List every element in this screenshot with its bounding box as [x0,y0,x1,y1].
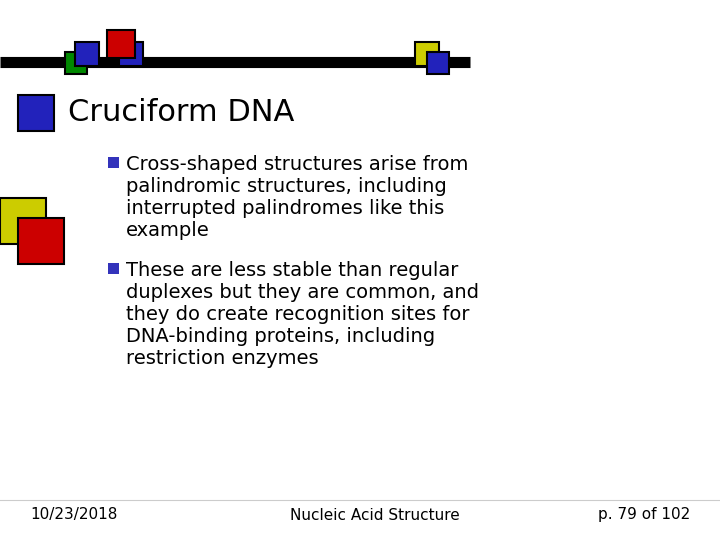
Bar [108,157,119,168]
Bar [0,198,46,244]
Bar [108,263,119,274]
Text: interrupted palindromes like this: interrupted palindromes like this [126,199,444,218]
Bar [427,52,449,74]
Bar [65,52,87,74]
Text: restriction enzymes: restriction enzymes [126,349,319,368]
Text: DNA-binding proteins, including: DNA-binding proteins, including [126,327,435,346]
Text: 10/23/2018: 10/23/2018 [30,508,117,523]
Bar [18,218,64,264]
Bar [18,95,54,131]
Text: These are less stable than regular: These are less stable than regular [126,261,459,280]
Text: example: example [126,221,210,240]
Text: duplexes but they are common, and: duplexes but they are common, and [126,283,479,302]
Bar [415,42,439,66]
Bar [119,42,143,66]
Text: palindromic structures, including: palindromic structures, including [126,177,446,196]
Text: p. 79 of 102: p. 79 of 102 [598,508,690,523]
Text: Nucleic Acid Structure: Nucleic Acid Structure [290,508,460,523]
Bar [107,30,135,58]
Text: they do create recognition sites for: they do create recognition sites for [126,305,469,324]
Bar [75,42,99,66]
Text: Cross-shaped structures arise from: Cross-shaped structures arise from [126,155,469,174]
Text: Cruciform DNA: Cruciform DNA [68,98,294,127]
